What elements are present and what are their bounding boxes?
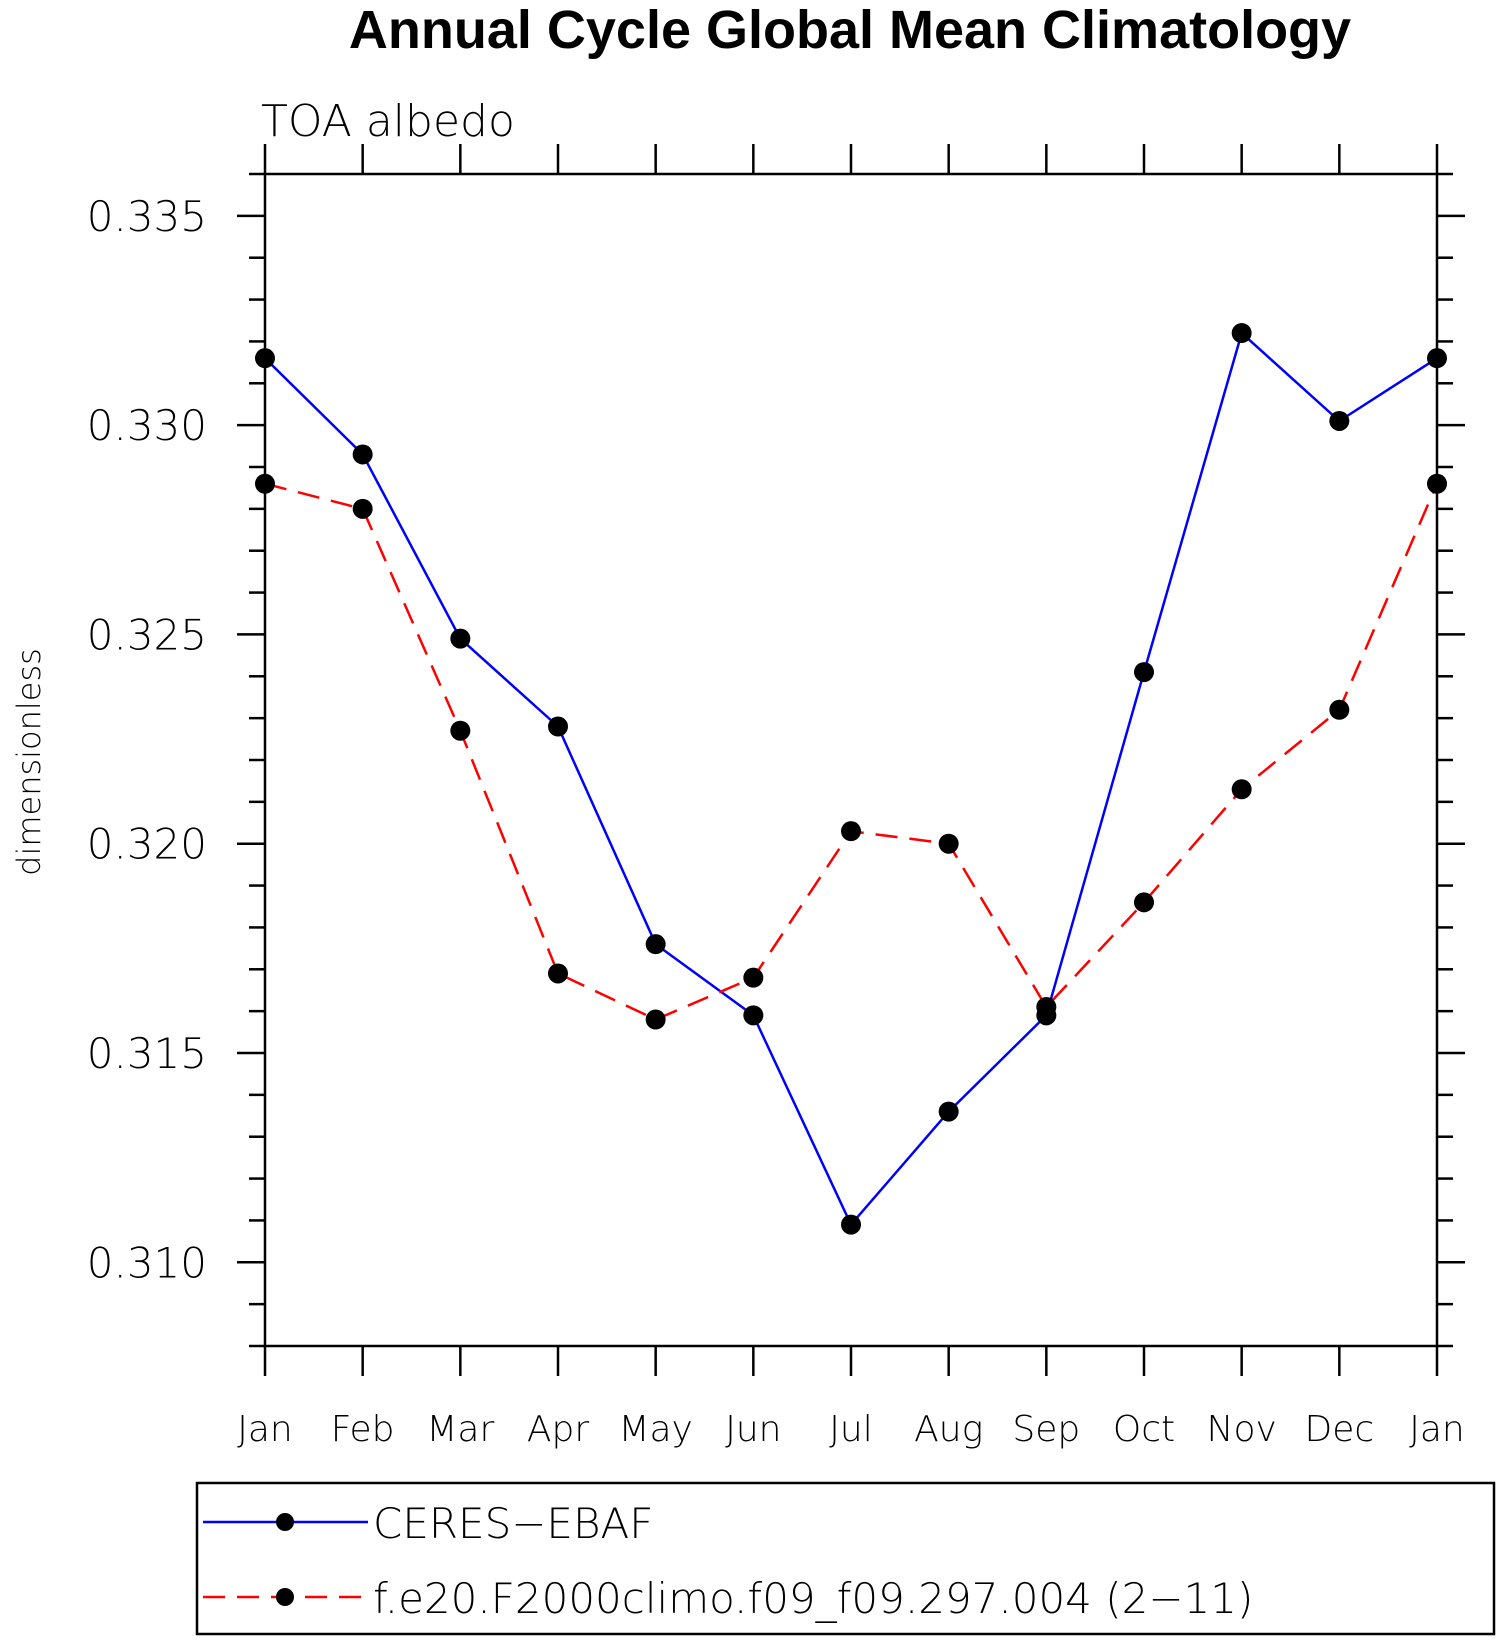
y-tick-label: 0.330 bbox=[87, 401, 207, 450]
data-point-series-0 bbox=[645, 934, 666, 955]
data-point-series-1 bbox=[1134, 892, 1154, 913]
legend: CERES−EBAF f.e20.F2000climo.f09_f09.297.… bbox=[195, 1481, 1496, 1636]
legend-frame bbox=[195, 1481, 1496, 1636]
y-tick-labels: 0.310 0.315 0.320 0.325 0.330 0.335 bbox=[87, 192, 207, 1287]
data-point-series-0 bbox=[255, 348, 275, 369]
chart-title: Annual Cycle Global Mean Climatology bbox=[349, 0, 1351, 60]
data-point-series-1 bbox=[450, 720, 471, 741]
y-tick-label: 0.335 bbox=[87, 192, 207, 241]
legend-label-model: f.e20.F2000climo.f09_f09.297.004 (2−11) bbox=[373, 1574, 1253, 1623]
y-tick-label: 0.320 bbox=[87, 820, 207, 869]
legend-swatch-ceres-marker bbox=[276, 1513, 294, 1531]
data-point-series-0 bbox=[1134, 662, 1154, 683]
data-point-series-1 bbox=[1231, 779, 1252, 800]
x-tick-label: Sep bbox=[1012, 1409, 1080, 1450]
data-point-series-1 bbox=[743, 967, 764, 988]
data-point-series-0 bbox=[841, 1214, 861, 1235]
series-line-0 bbox=[264, 331, 1438, 1226]
data-point-series-0 bbox=[1329, 410, 1350, 431]
x-tick-labels: Jan Feb Mar Apr May Jun Jul Aug Sep Oct Nov Dec Jan bbox=[237, 1409, 1465, 1450]
data-point-series-1 bbox=[1036, 996, 1057, 1017]
x-tick-label: Apr bbox=[527, 1409, 589, 1450]
x-tick-label: Jan bbox=[1409, 1409, 1465, 1450]
data-point-series-1 bbox=[1427, 473, 1447, 494]
data-point-series-1 bbox=[1329, 699, 1350, 720]
data-point-series-0 bbox=[548, 716, 568, 737]
data-point-series-1 bbox=[841, 821, 861, 842]
data-point-series-0 bbox=[450, 628, 471, 649]
x-tick-label: Aug bbox=[914, 1409, 983, 1450]
axis-ticks bbox=[237, 144, 1465, 1376]
data-point-series-0 bbox=[352, 444, 373, 465]
data-point-series-0 bbox=[1427, 348, 1447, 369]
x-tick-label: Feb bbox=[331, 1409, 395, 1450]
data-point-series-1 bbox=[255, 473, 275, 494]
legend-swatch-model-marker bbox=[276, 1588, 294, 1606]
x-tick-label: Jun bbox=[725, 1409, 781, 1450]
data-point-series-0 bbox=[743, 1005, 764, 1026]
data-point-series-1 bbox=[548, 963, 568, 984]
data-point-series-0 bbox=[1231, 323, 1252, 344]
data-point-series-1 bbox=[645, 1009, 666, 1030]
x-tick-label: Jan bbox=[237, 1409, 293, 1450]
x-tick-label: Mar bbox=[426, 1409, 494, 1450]
x-tick-label: May bbox=[618, 1409, 692, 1450]
x-tick-label: Dec bbox=[1304, 1409, 1374, 1450]
y-tick-label: 0.310 bbox=[87, 1238, 207, 1287]
y-tick-label: 0.315 bbox=[87, 1029, 207, 1078]
x-tick-label: Nov bbox=[1207, 1409, 1277, 1450]
y-tick-label: 0.325 bbox=[87, 610, 207, 659]
x-tick-label: Jul bbox=[829, 1409, 872, 1450]
series-line-1 bbox=[264, 482, 1439, 1021]
data-point-series-0 bbox=[938, 1101, 959, 1122]
data-point-series-1 bbox=[938, 833, 959, 854]
series-group bbox=[255, 323, 1447, 1235]
x-tick-label: Oct bbox=[1113, 1409, 1175, 1450]
data-point-series-1 bbox=[352, 498, 373, 519]
legend-label-ceres: CERES−EBAF bbox=[373, 1499, 653, 1548]
y-axis-label: dimensionless bbox=[10, 648, 48, 876]
chart-subtitle: TOA albedo bbox=[261, 96, 515, 147]
plot-area: 0.310 0.315 0.320 0.325 0.330 0.335 Jan Feb Mar… bbox=[87, 144, 1465, 1450]
